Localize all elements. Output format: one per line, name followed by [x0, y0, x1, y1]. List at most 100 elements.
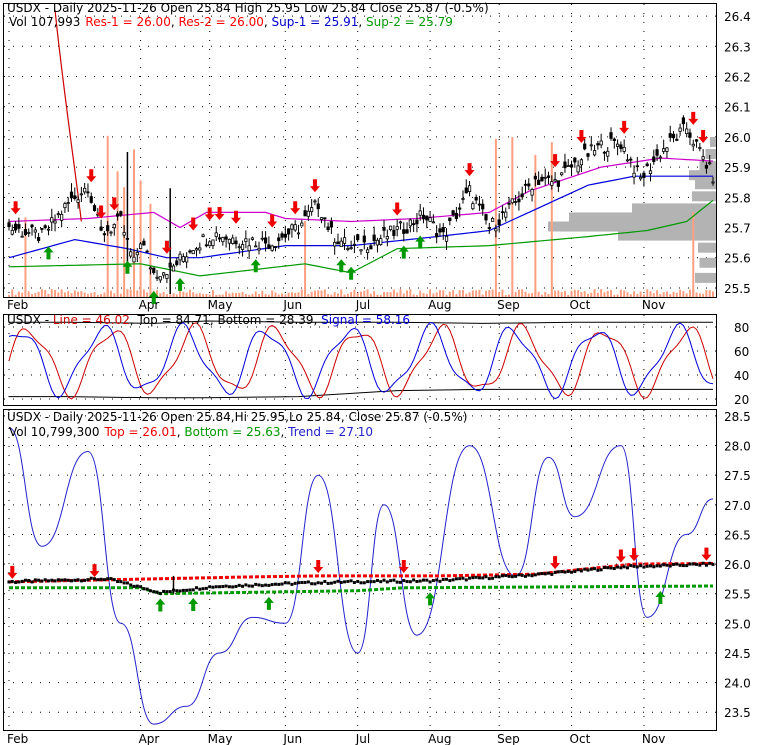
- candle-body: [106, 225, 110, 232]
- price-y-tick: 26.1: [724, 101, 751, 115]
- trend-price-bar: [310, 582, 314, 586]
- volume-bar: [40, 289, 43, 297]
- volume-bar: [606, 290, 609, 297]
- volume-bar: [119, 293, 122, 297]
- trend-ohlc: - Daily 2025-11-26 Open 25.84,Hi 25.95,L…: [41, 410, 468, 424]
- trend-panel: 23.5 24.0 24.5 25.0 25.5 26.0 26.5 27.0 27.5 28.0…: [4, 410, 751, 745]
- volume-bar: [60, 289, 63, 297]
- trend-price-bar: [10, 579, 14, 583]
- trend-price-bar: [392, 578, 396, 582]
- candle-body: [441, 226, 445, 233]
- candle-body: [658, 156, 662, 159]
- price-volume: Vol 107,993: [9, 15, 80, 29]
- candle-body: [217, 237, 222, 240]
- trend-price-bar: [346, 579, 350, 583]
- trend-price-bar: [570, 570, 574, 574]
- volume-bar: [83, 292, 86, 297]
- candle-body: [283, 233, 287, 238]
- candle-body: [681, 117, 685, 125]
- sell-arrow: [230, 210, 241, 224]
- volume-bar: [50, 289, 53, 297]
- trend-price-bar: [247, 584, 251, 588]
- buy-arrow: [336, 259, 347, 273]
- volume-bar: [475, 290, 478, 297]
- trend-price-bar: [83, 578, 87, 582]
- candle-body: [550, 181, 554, 186]
- trend-price-bar: [264, 583, 268, 587]
- trend-price-bar: [497, 575, 501, 579]
- price-ohlc: - Daily 2025-11-26 Open 25.84 High 25.95…: [41, 1, 489, 15]
- volume-profile-bar: [695, 179, 716, 190]
- volume-bar: [623, 290, 626, 297]
- volume-bar: [47, 293, 50, 297]
- trend-price-bar: [560, 570, 564, 574]
- volume-bar: [517, 289, 520, 297]
- volume-bar: [600, 289, 603, 297]
- sep: ,: [171, 15, 179, 29]
- candle-body: [13, 223, 18, 231]
- volume-bar: [399, 289, 402, 297]
- trend-sell-arrow: [550, 556, 561, 570]
- candle-body: [369, 245, 373, 250]
- candle-body: [329, 221, 333, 228]
- trend-panel-frame: [3, 409, 717, 731]
- candle-body: [652, 156, 656, 162]
- trend-header-line1: USDX - Daily 2025-11-26 Open 25.84,Hi 25…: [7, 410, 467, 424]
- candle-body: [112, 223, 116, 229]
- trend-price-bar: [520, 573, 524, 577]
- osc-y-tick: 60: [734, 345, 749, 359]
- candle-body: [214, 232, 218, 237]
- sell-arrow: [10, 201, 21, 215]
- candle-body: [27, 231, 31, 234]
- volume-bar: [665, 291, 668, 297]
- trend-y-tick: 23.5: [724, 706, 751, 720]
- candle-body: [382, 227, 386, 231]
- candle-body: [375, 239, 380, 246]
- trend-price-bar: [339, 580, 343, 584]
- price-y-tick: 25.9: [724, 161, 751, 175]
- trend-price-bar: [435, 578, 439, 582]
- candle-body: [629, 158, 633, 161]
- candle-body: [517, 198, 521, 203]
- volume-bar: [211, 290, 214, 297]
- trend-price-bar: [405, 580, 409, 584]
- volume-bar: [320, 290, 323, 297]
- volume-bar: [527, 293, 530, 297]
- volume-spike-bar: [24, 217, 27, 297]
- volume-bar: [366, 289, 369, 297]
- volume-bar: [63, 292, 66, 297]
- candle-body: [648, 170, 653, 174]
- candle-body: [63, 203, 67, 209]
- volume-profile-bar: [698, 242, 716, 253]
- candle-body: [507, 202, 511, 205]
- candle-body: [639, 176, 643, 180]
- sell-arrow: [267, 214, 278, 228]
- volume-bar: [685, 293, 688, 297]
- trend-price-bar: [612, 566, 616, 570]
- trend-price-bar: [632, 564, 636, 568]
- trend-price-bar: [33, 578, 37, 582]
- volume-bar: [642, 294, 645, 297]
- volume-profile-bar: [695, 272, 716, 283]
- candle-body: [609, 132, 613, 139]
- candle-body: [20, 235, 24, 238]
- volume-bar: [73, 290, 76, 297]
- trend-price-bar: [510, 575, 514, 579]
- trend-price-bar: [293, 581, 297, 585]
- trend-y-tick: 27.5: [724, 469, 751, 483]
- price-panel-frame: [3, 3, 717, 298]
- volume-bar: [254, 291, 257, 297]
- volume-bar: [34, 293, 37, 297]
- trend-price-bar: [385, 580, 389, 584]
- trend-price-bar: [231, 585, 235, 589]
- volume-bar: [313, 290, 316, 297]
- trend-price-bar: [635, 565, 639, 569]
- candle-body: [326, 226, 330, 230]
- price-y-tick: 25.5: [724, 282, 751, 296]
- volume-bar: [639, 291, 642, 297]
- trend-price-bar: [619, 566, 623, 570]
- candle-body: [83, 187, 87, 193]
- trend-sell-arrow: [701, 547, 712, 561]
- trend-price-bar: [698, 563, 702, 567]
- candle-body: [99, 226, 103, 231]
